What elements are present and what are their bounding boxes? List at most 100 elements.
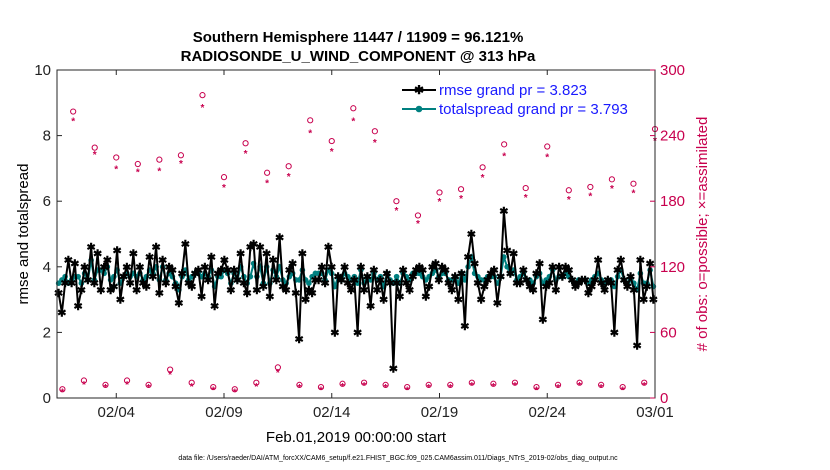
obs-assimilated-marker: * [545, 152, 549, 163]
rmse-point: ✱ [493, 298, 502, 310]
obs-assimilated-marker: * [201, 103, 205, 114]
rmse-point: ✱ [626, 272, 635, 284]
obs-possible-marker [447, 381, 454, 388]
obs-assimilated-marker: * [631, 188, 635, 199]
rmse-point: ✱ [610, 327, 619, 339]
rmse-point: ✱ [83, 275, 92, 287]
rmse-point: ✱ [561, 262, 570, 274]
legend-rmse-label: rmse grand pr = 3.823 [439, 82, 587, 99]
spread-point [306, 280, 312, 287]
obs-assimilated-marker: * [287, 172, 291, 183]
obs-assimilated-marker: * [93, 150, 97, 161]
rmse-point: ✱ [184, 278, 193, 290]
spread-point [218, 273, 224, 280]
rmse-point: ✱ [295, 334, 304, 346]
obs-possible-marker [533, 383, 540, 391]
rmse-point: ✱ [454, 295, 463, 307]
obs-possible-marker [490, 380, 497, 387]
y-axis-label-left: rmse and totalspread [15, 164, 32, 305]
obs-possible-marker [177, 152, 185, 159]
rmse-point: ✱ [96, 285, 105, 297]
rmse-point: ✱ [337, 275, 346, 287]
rmse-point: ✱ [74, 301, 83, 313]
obs-assimilated-marker: * [427, 383, 431, 394]
rmse-point: ✱ [256, 242, 265, 254]
y-tick-label-right: 240 [660, 128, 685, 145]
legend-spread-marker [415, 105, 423, 113]
rmse-point: ✱ [532, 268, 541, 280]
x-tick-label: 02/04 [97, 404, 135, 421]
rmse-point: ✱ [590, 275, 599, 287]
obs-possible-marker [80, 377, 88, 384]
obs-assimilated-marker: * [556, 383, 560, 394]
rmse-point: ✱ [298, 249, 307, 261]
obs-possible-marker [123, 377, 131, 384]
rmse-point: ✱ [243, 288, 252, 300]
rmse-point: ✱ [581, 275, 590, 287]
obs-possible-marker [544, 143, 551, 150]
rmse-point: ✱ [119, 272, 128, 284]
rmse-point: ✱ [558, 272, 567, 284]
rmse-point: ✱ [405, 285, 414, 297]
obs-possible-marker [91, 144, 98, 151]
obs-possible-marker [360, 379, 368, 386]
rmse-point: ✱ [187, 281, 196, 293]
y-tick-label-left: 10 [34, 62, 51, 79]
obs-possible-marker [188, 379, 195, 386]
rmse-point: ✱ [226, 285, 235, 297]
obs-assimilated-marker: * [491, 382, 495, 393]
rmse-point: ✱ [148, 272, 157, 284]
rmse-point: ✱ [165, 262, 174, 274]
obs-assimilated-marker: * [341, 382, 345, 393]
rmse-point: ✱ [425, 281, 434, 293]
rmse-point: ✱ [171, 281, 180, 293]
obs-assimilated-marker: * [147, 383, 151, 394]
rmse-line [57, 210, 655, 369]
obs-possible-marker [457, 186, 465, 193]
obs-assimilated-marker: * [513, 381, 517, 392]
rmse-point: ✱ [90, 278, 99, 290]
y-tick-label-left: 2 [43, 324, 51, 341]
rmse-point: ✱ [600, 285, 609, 297]
rmse-point: ✱ [233, 275, 242, 287]
rmse-point: ✱ [434, 275, 443, 287]
rmse-point: ✱ [252, 285, 261, 297]
obs-possible-marker [468, 379, 475, 386]
rmse-point: ✱ [522, 275, 531, 287]
rmse-point: ✱ [278, 281, 287, 293]
rmse-point: ✱ [376, 275, 385, 287]
rmse-point: ✱ [389, 363, 398, 375]
rmse-point: ✱ [649, 295, 658, 307]
rmse-point: ✱ [506, 268, 515, 280]
obs-assimilated-marker: * [438, 197, 442, 208]
rmse-point: ✱ [129, 249, 138, 261]
rmse-point: ✱ [470, 259, 479, 271]
rmse-point: ✱ [438, 262, 447, 274]
obs-assimilated-marker: * [276, 368, 280, 379]
obs-possible-marker [296, 381, 303, 388]
rmse-point: ✱ [568, 275, 577, 287]
rmse-point: ✱ [304, 285, 313, 297]
rmse-point: ✱ [464, 252, 473, 264]
rmse-point: ✱ [636, 255, 645, 267]
obs-assimilated-marker: * [642, 381, 646, 392]
obs-assimilated-marker: * [384, 383, 388, 394]
rmse-point: ✱ [646, 259, 655, 271]
rmse-point: ✱ [262, 249, 271, 261]
obs-assimilated-marker: * [71, 116, 75, 127]
obs-possible-marker [167, 366, 174, 373]
rmse-point: ✱ [496, 272, 505, 284]
rmse-point: ✱ [379, 295, 388, 307]
obs-possible-marker [253, 379, 260, 386]
obs-possible-marker [285, 163, 292, 170]
obs-assimilated-marker: * [190, 382, 194, 393]
obs-possible-marker [565, 187, 572, 194]
rmse-point: ✱ [444, 278, 453, 290]
spread-point [351, 273, 358, 280]
rmse-point: ✱ [249, 239, 258, 251]
x-tick-label: 02/19 [421, 404, 459, 421]
rmse-point: ✱ [431, 259, 440, 271]
rmse-point: ✱ [382, 268, 391, 280]
obs-assimilated-marker: * [448, 383, 452, 394]
rmse-point: ✱ [67, 278, 76, 290]
